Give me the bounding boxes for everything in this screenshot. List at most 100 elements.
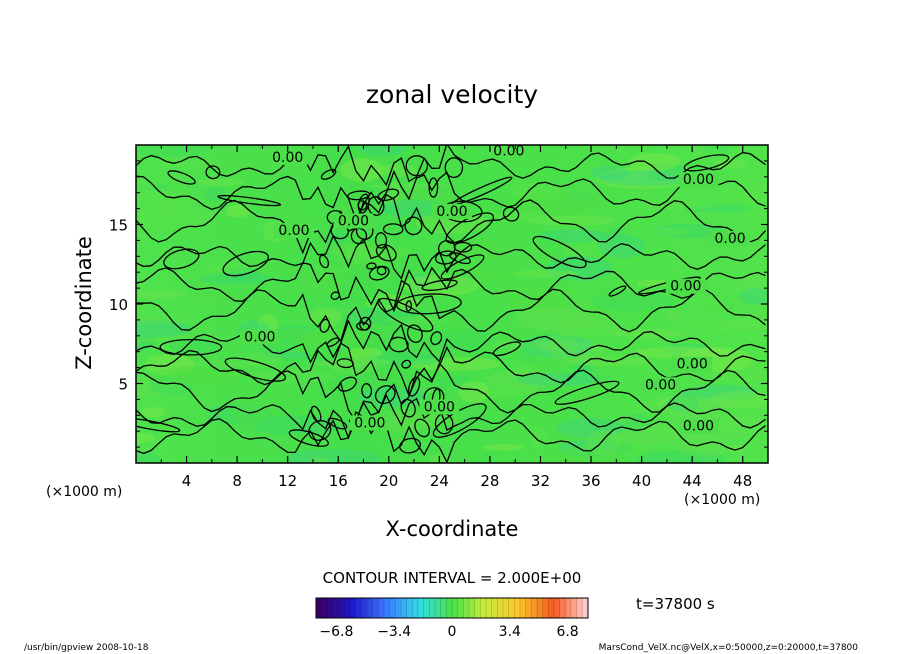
colorbar-cell bbox=[497, 598, 504, 618]
contour-loop bbox=[404, 216, 423, 236]
colorbar-cell bbox=[435, 598, 441, 618]
contour-loop bbox=[163, 248, 200, 270]
field-patch bbox=[548, 333, 578, 359]
field-patch bbox=[136, 377, 184, 398]
field-patch bbox=[136, 317, 203, 324]
contour-label-bg bbox=[665, 278, 706, 294]
contour-loop bbox=[336, 358, 354, 369]
field-patch bbox=[696, 321, 762, 332]
contour-label-bg bbox=[640, 377, 681, 393]
field-patch bbox=[562, 443, 642, 454]
x-tick-label: 24 bbox=[430, 472, 449, 490]
field-patch bbox=[708, 301, 734, 312]
contour-line bbox=[136, 342, 766, 398]
colorbar-cell bbox=[440, 598, 447, 618]
field-patch bbox=[709, 390, 768, 409]
field-patch bbox=[272, 325, 317, 338]
colorbar-cell bbox=[531, 598, 538, 618]
contour-line bbox=[136, 393, 766, 440]
colorbar-cell bbox=[554, 598, 560, 618]
field-patch bbox=[738, 288, 768, 305]
contour-loop bbox=[205, 165, 221, 180]
field-patch bbox=[204, 402, 274, 425]
colorbar-cell bbox=[525, 598, 532, 618]
contour-line bbox=[136, 169, 766, 222]
field-patch bbox=[143, 368, 212, 384]
field-patch bbox=[483, 444, 524, 451]
x-tick-label: 4 bbox=[182, 472, 192, 490]
field-patch bbox=[665, 343, 713, 357]
field-patch bbox=[148, 374, 194, 395]
contour-loop bbox=[217, 194, 282, 207]
contour-loop bbox=[492, 341, 521, 357]
contour-loop bbox=[326, 337, 340, 348]
field-patch bbox=[346, 347, 383, 359]
contour-label-bg bbox=[432, 203, 472, 219]
colorbar-cell bbox=[446, 598, 453, 618]
colorbar-cell bbox=[548, 598, 555, 618]
field-patch bbox=[231, 398, 274, 425]
y-tick-label: 15 bbox=[109, 217, 128, 235]
field-patch bbox=[205, 186, 226, 202]
field-patch bbox=[527, 215, 614, 227]
contour-loop bbox=[374, 232, 388, 249]
contour-loop bbox=[357, 200, 368, 211]
contour-label-bg bbox=[333, 213, 374, 229]
field-patch bbox=[563, 244, 638, 259]
colorbar-cell bbox=[321, 598, 328, 618]
colorbar-cell bbox=[480, 598, 487, 618]
x-tick-label: 48 bbox=[733, 472, 752, 490]
field-patch bbox=[585, 430, 621, 456]
field-patch bbox=[666, 395, 700, 413]
contour-label: 0.00 bbox=[714, 231, 745, 247]
field-patch bbox=[136, 145, 211, 158]
contour-loop bbox=[338, 376, 357, 392]
field-patch bbox=[285, 449, 381, 463]
field-patch bbox=[364, 352, 443, 367]
colorbar-cell bbox=[491, 598, 498, 618]
contour-label: 0.00 bbox=[645, 377, 676, 393]
contour-label-bg bbox=[678, 418, 719, 434]
field-patch bbox=[529, 426, 548, 451]
field-patch bbox=[641, 200, 716, 211]
field-patch bbox=[634, 450, 727, 463]
contour-loop bbox=[288, 429, 329, 447]
colorbar-cell bbox=[452, 598, 458, 618]
colorbar-cell bbox=[361, 598, 368, 618]
x-tick-label: 32 bbox=[531, 472, 550, 490]
colorbar-cell bbox=[542, 598, 549, 618]
field-patch bbox=[492, 211, 555, 223]
contour-label: 0.00 bbox=[278, 223, 309, 239]
field-patch bbox=[136, 432, 156, 443]
colorbar-cell bbox=[344, 598, 351, 618]
field-patch bbox=[611, 328, 688, 338]
field-patch bbox=[725, 444, 746, 453]
field-patch bbox=[682, 204, 751, 213]
field-patch bbox=[266, 327, 327, 353]
contour-loop bbox=[359, 316, 372, 331]
field-patch bbox=[486, 370, 574, 388]
field-patch bbox=[666, 309, 683, 323]
colorbar-cell bbox=[576, 598, 583, 618]
contour-label-bg bbox=[710, 230, 751, 246]
contour-loop bbox=[308, 420, 332, 441]
field-patch bbox=[136, 451, 160, 463]
field-patch bbox=[136, 205, 215, 231]
footer-right: MarsCond_VelX.nc@VelX,x=0:50000,z=0:2000… bbox=[599, 643, 859, 653]
contour-loop bbox=[554, 380, 620, 405]
contour-labels: 0.00 0.000.000.000.000.00 0.000.000.000.00… bbox=[239, 145, 751, 435]
field-patch bbox=[599, 170, 690, 187]
contour-loop bbox=[347, 190, 371, 201]
contour-label-bg bbox=[488, 145, 529, 159]
contour-loop bbox=[434, 250, 457, 265]
field-patch bbox=[306, 357, 393, 367]
colorbar-cell bbox=[401, 598, 407, 618]
colorbar-cell bbox=[372, 598, 379, 618]
colorbar-tick-label: −6.8 bbox=[319, 624, 353, 640]
chart-title: zonal velocity bbox=[366, 80, 538, 109]
contour-loop bbox=[396, 293, 462, 315]
field-patch bbox=[629, 403, 649, 414]
contour-loop bbox=[401, 359, 412, 369]
contour-label-bg bbox=[672, 356, 713, 372]
contour-loop bbox=[167, 170, 196, 185]
